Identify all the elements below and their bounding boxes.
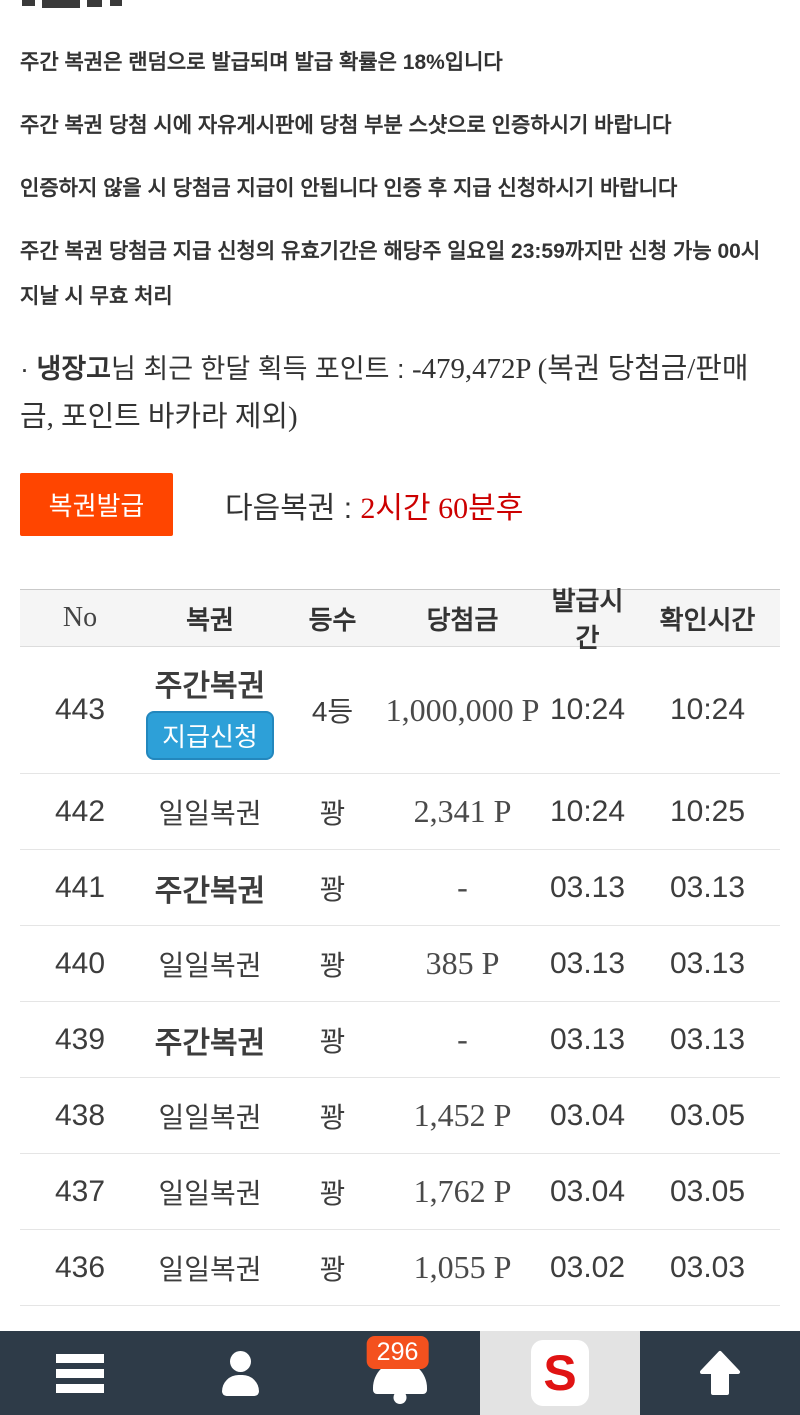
row-rank: 꽝: [319, 949, 346, 981]
row-no: 437: [54, 1174, 106, 1208]
header-rank: 등수: [308, 604, 357, 635]
up-arrow-icon: [700, 1351, 740, 1395]
row-rank: 4등: [311, 696, 354, 727]
row-checked: 03.13: [669, 870, 746, 904]
header-issued: 발급시간: [551, 586, 624, 653]
row-prize: 1,000,000 P: [385, 691, 540, 728]
table-row: 439 주간복권 꽝 - 03.13 03.13: [20, 1002, 780, 1078]
row-prize: 1,055 P: [413, 1249, 512, 1285]
row-prize: 1,452 P: [413, 1097, 512, 1133]
row-type: 일일복권: [158, 1101, 262, 1133]
points-note: (복권 당첨금/판매금, 포인트 바카라 제외): [20, 353, 749, 433]
row-issued: 03.13: [549, 1022, 626, 1056]
row-issued: 03.04: [549, 1098, 626, 1132]
table-row: 441 주간복권 꽝 - 03.13 03.13: [20, 850, 780, 926]
table-row: 436 일일복권 꽝 1,055 P 03.02 03.03: [20, 1230, 780, 1306]
row-no: 443: [54, 693, 106, 726]
row-no: 441: [54, 870, 106, 904]
nav-scroll-top-tab[interactable]: [640, 1331, 800, 1415]
header-type: 복권: [186, 604, 234, 635]
lottery-type-label: 주간복권: [154, 1026, 266, 1060]
row-issued: 03.04: [549, 1174, 626, 1208]
header-no: No: [62, 602, 98, 633]
bottom-navigation-bar: 296 S: [0, 1331, 800, 1415]
row-type: 일일복권: [158, 949, 262, 981]
next-lottery-label: 다음복권 :: [225, 491, 361, 525]
row-rank: 꽝: [319, 1101, 346, 1133]
row-rank: 꽝: [319, 1177, 346, 1209]
row-rank: 꽝: [319, 1025, 346, 1057]
row-prize: 1,762 P: [413, 1173, 512, 1209]
claim-payment-button[interactable]: 지급신청: [146, 710, 274, 760]
row-no: 442: [54, 794, 106, 828]
lottery-type-label: 주간복권: [154, 669, 266, 703]
row-type: 주간복권: [140, 866, 280, 910]
lottery-type-label: 주간복권: [154, 874, 266, 908]
notice-valid-period: 주간 복권 당첨금 지급 신청의 유효기간은 해당주 일요일 23:59까지만 …: [20, 240, 761, 308]
row-checked: 03.13: [669, 1022, 746, 1056]
row-issued: 03.02: [549, 1250, 626, 1284]
row-checked: 03.13: [669, 946, 746, 980]
row-no: 440: [54, 946, 106, 980]
table-row: 442 일일복권 꽝 2,341 P 10:24 10:25: [20, 774, 780, 850]
row-checked: 03.05: [669, 1174, 746, 1208]
row-issued: 10:24: [549, 794, 626, 828]
notice-issue-probability: 주간 복권은 랜덤으로 발급되며 발급 확률은 18%입니다: [20, 51, 503, 74]
issue-row: 복권발급 다음복권 : 2시간 60분후: [20, 473, 780, 536]
site-logo-letter: S: [543, 1345, 577, 1401]
row-issued: 03.13: [549, 946, 626, 980]
header-prize: 당첨금: [426, 604, 499, 635]
row-issued: 03.13: [549, 870, 626, 904]
bullet: ·: [20, 354, 37, 384]
monthly-points-line: · 냉장고님 최근 한달 획득 포인트 : -479,472P (복권 당첨금/…: [20, 345, 780, 441]
row-type: 일일복권: [158, 797, 262, 829]
issue-lottery-button[interactable]: 복권발급: [20, 473, 173, 536]
row-type: 일일복권: [158, 1253, 262, 1285]
row-checked: 03.05: [669, 1098, 746, 1132]
row-checked: 10:24: [669, 693, 746, 726]
row-prize: 2,341 P: [413, 793, 512, 829]
site-logo-icon: S: [531, 1340, 589, 1406]
row-rank: 꽝: [319, 1253, 346, 1285]
row-type: 주간복권 지급신청: [140, 661, 280, 760]
row-prize: -: [457, 1021, 468, 1057]
table-header-row: No 복권 등수 당첨금 발급시간 확인시간: [20, 586, 780, 653]
row-no: 438: [54, 1098, 106, 1132]
table-row: 443 주간복권 지급신청 4등 1,000,000 P 10:24 10:24: [20, 647, 780, 774]
table-row: 437 일일복권 꽝 1,762 P 03.04 03.05: [20, 1154, 780, 1230]
clipped-heading-fragment: [20, 0, 220, 9]
row-issued: 10:24: [549, 693, 626, 726]
nav-notifications-tab[interactable]: 296: [320, 1331, 480, 1415]
row-type: 일일복권: [158, 1177, 262, 1209]
nav-home-tab[interactable]: S: [480, 1331, 640, 1415]
username: 냉장고: [36, 354, 112, 384]
table-row: 438 일일복권 꽝 1,452 P 03.04 03.05: [20, 1078, 780, 1154]
bell-clapper: [393, 1391, 407, 1404]
row-checked: 10:25: [669, 794, 746, 828]
nav-profile-tab[interactable]: [160, 1331, 320, 1415]
lottery-history-table: No 복권 등수 당첨금 발급시간 확인시간 443 주간복권 지급신청 4등 …: [20, 586, 780, 1306]
row-rank: 꽝: [319, 797, 346, 829]
nav-menu-tab[interactable]: [0, 1331, 160, 1415]
row-no: 439: [54, 1022, 106, 1056]
menu-icon: [56, 1353, 104, 1393]
next-lottery-line: 다음복권 : 2시간 60분후: [225, 483, 523, 527]
notification-badge: 296: [366, 1336, 429, 1369]
row-rank: 꽝: [319, 873, 346, 905]
header-checked: 확인시간: [659, 604, 756, 635]
points-label: 님 최근 한달 획득 포인트 :: [111, 354, 412, 384]
row-no: 436: [54, 1250, 106, 1284]
notice-verify-screenshot: 주간 복권 당첨 시에 자유게시판에 당첨 부분 스샷으로 인증하시기 바랍니다: [20, 114, 672, 137]
row-prize: -: [457, 869, 468, 905]
points-value: -479,472P: [411, 353, 531, 385]
row-type: 주간복권: [140, 1018, 280, 1062]
row-prize: 385 P: [425, 945, 500, 981]
table-row: 440 일일복권 꽝 385 P 03.13 03.13: [20, 926, 780, 1002]
profile-icon: [221, 1350, 259, 1396]
notice-no-verify-no-pay: 인증하지 않을 시 당첨금 지급이 안됩니다 인증 후 지급 신청하시기 바랍니…: [20, 177, 678, 200]
row-checked: 03.03: [669, 1250, 746, 1284]
next-lottery-countdown: 2시간 60분후: [360, 491, 524, 525]
